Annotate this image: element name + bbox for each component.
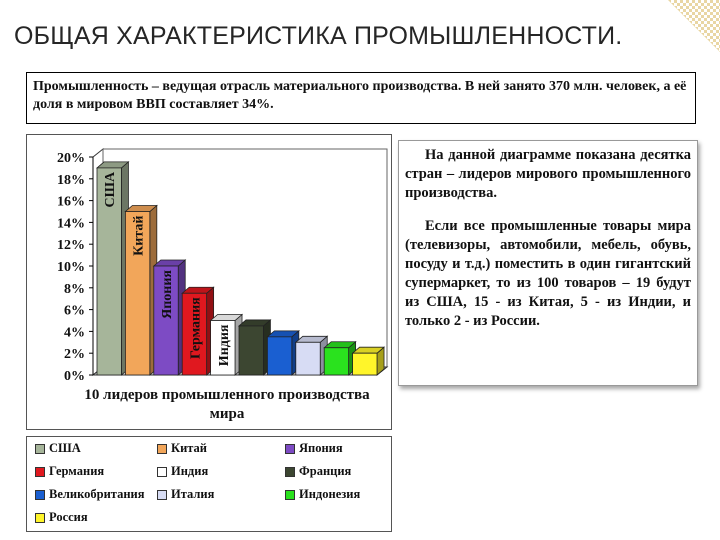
y-axis-tick-label: 6% bbox=[64, 304, 85, 319]
y-axis-tick-label: 4% bbox=[64, 325, 85, 340]
legend-swatch bbox=[157, 443, 167, 454]
bar-label: США bbox=[103, 171, 118, 207]
legend-label: Индия bbox=[171, 464, 209, 478]
y-axis-tick-label: 10% bbox=[57, 260, 85, 275]
slide-title: ОБЩАЯ ХАРАКТЕРИСТИКА ПРОМЫШЛЕННОСТИ. bbox=[14, 22, 623, 50]
legend-swatch bbox=[285, 443, 295, 454]
legend-item: Великобритания bbox=[35, 487, 145, 502]
legend-label: Италия bbox=[171, 487, 215, 501]
legend-label: Россия bbox=[49, 510, 88, 524]
bar-label: Германия bbox=[188, 297, 203, 359]
bar bbox=[210, 320, 236, 376]
legend-label: Великобритания bbox=[49, 487, 145, 501]
legend-item: Германия bbox=[35, 464, 104, 479]
legend-item: Италия bbox=[157, 487, 214, 502]
legend-label: Германия bbox=[49, 464, 105, 478]
legend-item: Россия bbox=[35, 510, 88, 525]
bar bbox=[238, 325, 264, 376]
y-axis-tick-label: 16% bbox=[57, 195, 85, 210]
bar bbox=[125, 211, 151, 376]
legend-swatch bbox=[35, 443, 45, 454]
legend-item: Индия bbox=[157, 464, 208, 479]
x-axis-title-line-2: мира bbox=[210, 406, 245, 422]
y-axis-tick-label: 0% bbox=[64, 369, 85, 384]
description-paragraph-2: Если все промышленные товары мира (телев… bbox=[405, 218, 691, 329]
legend-label: США bbox=[49, 441, 81, 455]
legend-label: Индонезия bbox=[299, 487, 361, 501]
legend-swatch bbox=[285, 489, 295, 500]
legend-item: Франция bbox=[285, 464, 351, 479]
y-axis-tick-label: 18% bbox=[57, 173, 85, 188]
legend-swatch bbox=[157, 489, 167, 500]
bar-chart: 0% 2% 4% 6% 8% 10% 12% 14% 16% 18% 20% США Китай Япон… bbox=[26, 134, 392, 430]
legend-item: Япония bbox=[285, 441, 343, 456]
y-axis-tick-label: 20% bbox=[57, 151, 85, 166]
y-axis-tick-label: 12% bbox=[57, 238, 85, 253]
bar bbox=[266, 336, 293, 376]
legend-item: Индонезия bbox=[285, 487, 360, 502]
description-paragraph-1: На данной диаграмме показана десятка стр… bbox=[405, 147, 691, 201]
x-axis-title-line-1: 10 лидеров промышленного производства bbox=[84, 387, 370, 403]
bar bbox=[153, 265, 179, 376]
legend-swatch bbox=[35, 489, 45, 500]
bar-label: Китай bbox=[132, 216, 147, 256]
y-axis-tick-label: 2% bbox=[64, 347, 85, 362]
bar-label: Индия bbox=[217, 324, 232, 366]
legend-swatch bbox=[35, 512, 45, 523]
bar bbox=[295, 341, 321, 376]
bar-label: Япония bbox=[160, 270, 175, 319]
bar bbox=[181, 292, 208, 376]
corner-pattern-decoration bbox=[668, 0, 720, 52]
legend-item: Китай bbox=[157, 441, 207, 456]
legend-label: Китай bbox=[171, 441, 208, 455]
bar-chart-svg: 0% 2% 4% 6% 8% 10% 12% 14% 16% 18% 20% США Китай Япон… bbox=[57, 147, 389, 422]
legend-label: Япония bbox=[299, 441, 343, 455]
legend-item: США bbox=[35, 441, 81, 456]
intro-text-box: Промышленность – ведущая отрасль материа… bbox=[26, 72, 696, 124]
legend-label: Франция bbox=[299, 464, 352, 478]
bar bbox=[323, 347, 350, 376]
legend-swatch bbox=[285, 466, 295, 477]
bar bbox=[96, 167, 122, 376]
y-axis-tick-label: 8% bbox=[64, 282, 85, 297]
bar bbox=[352, 352, 378, 376]
chart-legend: США Китай Япония Германия Индия Франция Велико… bbox=[26, 436, 392, 532]
legend-swatch bbox=[157, 466, 167, 477]
y-axis-tick-label: 14% bbox=[57, 216, 85, 231]
description-box: На данной диаграмме показана десятка стр… bbox=[398, 140, 698, 386]
legend-swatch bbox=[35, 466, 45, 477]
